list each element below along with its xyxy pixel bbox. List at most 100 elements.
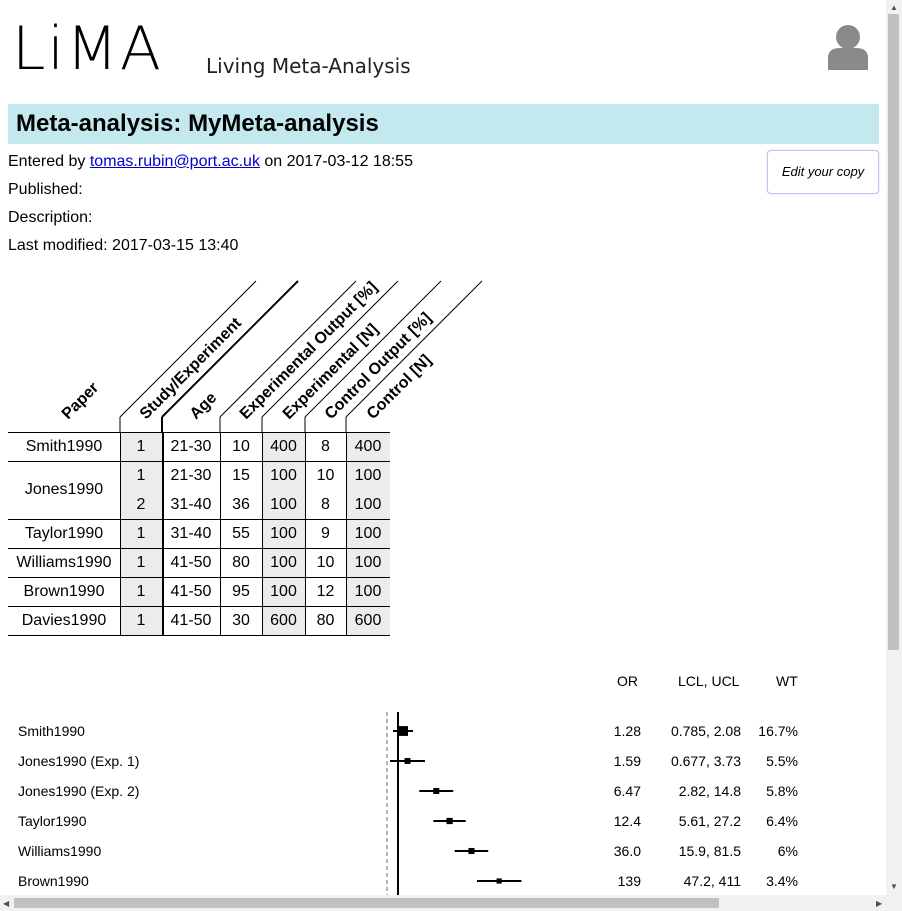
forest-point-marker [496,878,502,884]
table-cell-exp: 2 [120,490,162,519]
table-cell-cn: 100 [346,548,390,577]
table-cell-cn: 100 [346,461,390,490]
scroll-down-arrow-icon[interactable]: ▼ [890,882,898,891]
table-cell-co: 12 [316,583,335,600]
page-title: Meta-analysis: MyMeta-analysis [16,110,379,137]
title-bar: Meta-analysis: MyMeta-analysis [8,104,879,144]
forest-point-marker [468,847,475,855]
entered-prefix: Entered by [8,153,86,170]
table-cell-eo: 36 [232,496,250,513]
forest-point-marker [446,817,453,825]
table-cell-paper: Taylor1990 [24,525,104,542]
table-row-divider [8,635,390,636]
table-cell-co: 8 [321,438,330,455]
forest-point-marker [398,726,408,736]
forest-row-ci: 15.9, 81.5 [678,843,741,859]
forest-row-ci: 2.82, 14.8 [678,783,741,799]
logo[interactable]: LiMA [12,14,163,84]
description-label: Description: [8,209,93,226]
forest-row-label: Jones1990 (Exp. 1) [18,753,140,769]
table-cell-en: 100 [262,461,305,490]
table-cell-age: 31-40 [170,496,212,513]
forest-row-or: 139 [617,873,641,889]
table-cell-en: 400 [262,432,305,461]
forest-row-wt: 16.7% [758,723,798,739]
table-cell-co: 10 [316,554,335,571]
table-cell-paper: Smith1990 [25,438,103,455]
table-row-divider [8,606,390,607]
forest-row-or: 1.28 [613,723,641,739]
table-cell-exp: 1 [120,519,162,548]
published-label: Published: [8,181,83,198]
table-cell-exp: 1 [120,432,162,461]
table-col-divider [305,432,306,635]
table-cell-eo: 95 [232,583,250,600]
table-cell-en: 600 [262,606,305,635]
entered-by-line: Entered by tomas.rubin@port.ac.uk on 201… [8,153,413,171]
forest-row-ci: 0.785, 2.08 [670,723,741,739]
last-modified: Last modified: 2017-03-15 13:40 [8,237,239,254]
vertical-scroll-thumb[interactable] [888,14,899,650]
table-cell-eo: 15 [232,467,250,484]
forest-row-wt: 5.5% [766,753,798,769]
author-email-link[interactable]: tomas.rubin@port.ac.uk [89,153,260,170]
table-cell-eo: 30 [232,612,250,629]
scroll-up-arrow-icon[interactable]: ▲ [890,3,898,12]
table-col-divider [220,432,221,635]
table-row-divider [8,548,390,549]
table-cell-exp: 1 [120,548,162,577]
table-cell-co: 8 [321,496,330,513]
tagline: Living Meta-Analysis [206,54,411,78]
forest-row-or: 12.4 [613,813,641,829]
table-cell-age: 41-50 [170,583,212,600]
forest-point-marker [433,787,440,795]
table-cell-cn: 100 [346,490,390,519]
table-cell-en: 100 [262,490,305,519]
table-cell-cn: 100 [346,577,390,606]
user-avatar-icon[interactable] [828,24,868,70]
edit-your-copy-button[interactable]: Edit your copy [767,150,879,194]
forest-point-marker [404,758,411,764]
forest-row-or: 36.0 [613,843,641,859]
table-header: Paper Study/Experiment Age Experimental … [59,279,483,432]
forest-row-label: Brown1990 [18,873,89,889]
forest-row-label: Taylor1990 [18,813,87,829]
table-cell-exp: 1 [120,577,162,606]
forest-row-wt: 6% [777,843,798,859]
forest-header-or: OR [617,673,638,689]
table-cell-paper: Williams1990 [16,554,112,571]
table-cell-paper: Jones1990 [24,481,104,498]
table-cell-eo: 55 [232,525,250,542]
entered-date: on 2017-03-12 18:55 [264,153,413,170]
table-cell-age: 41-50 [170,554,212,571]
forest-header-ci: LCL, UCL [678,673,740,689]
table-cell-age: 21-30 [170,438,212,455]
forest-row-ci: 0.677, 3.73 [670,753,741,769]
forest-row-wt: 5.8% [766,783,798,799]
table-col-divider [120,432,121,635]
horizontal-scroll-thumb[interactable] [14,898,719,908]
table-cell-eo: 10 [232,438,250,455]
col-header-age: Age [187,389,220,422]
forest-header-wt: WT [776,673,798,689]
table-cell-en: 100 [262,577,305,606]
table-cell-cn: 100 [346,519,390,548]
table-col-divider [346,432,347,635]
table-row-divider [8,577,390,578]
table-cell-en: 100 [262,519,305,548]
forest-row-ci: 5.61, 27.2 [678,813,741,829]
table-row-divider [8,432,390,433]
table-cell-co: 9 [321,525,330,542]
scroll-right-arrow-icon[interactable]: ▶ [876,899,883,908]
table-row-divider [8,519,390,520]
table-cell-paper: Davies1990 [21,612,107,629]
table-col-divider [262,432,263,635]
forest-plot-graphic [386,712,522,895]
scroll-left-arrow-icon[interactable]: ◀ [3,899,10,908]
forest-row-or: 6.47 [613,783,641,799]
forest-row-wt: 6.4% [766,813,798,829]
table-cell-en: 100 [262,548,305,577]
table-cell-co: 80 [316,612,335,629]
table-cell-cn: 600 [346,606,390,635]
table-cell-age: 41-50 [170,612,212,629]
